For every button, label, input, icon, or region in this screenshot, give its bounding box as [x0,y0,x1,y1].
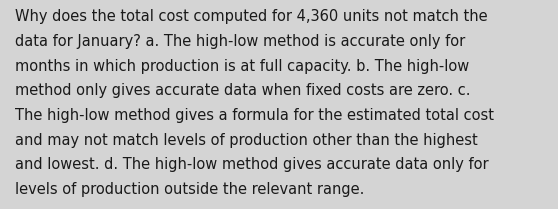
Text: and lowest. d. The high-low method gives accurate data only for: and lowest. d. The high-low method gives… [15,157,489,172]
Text: Why does the total cost computed for 4,360 units not match the: Why does the total cost computed for 4,3… [15,9,488,24]
Text: levels of production outside the relevant range.: levels of production outside the relevan… [15,182,364,197]
Text: method only gives accurate data when fixed costs are zero. c.: method only gives accurate data when fix… [15,83,470,98]
Text: The high-low method gives a formula for the estimated total cost: The high-low method gives a formula for … [15,108,494,123]
Text: and may not match levels of production other than the highest: and may not match levels of production o… [15,133,478,148]
Text: months in which production is at full capacity. b. The high-low: months in which production is at full ca… [15,59,469,74]
Text: data for January? a. The high-low method is accurate only for: data for January? a. The high-low method… [15,34,465,49]
